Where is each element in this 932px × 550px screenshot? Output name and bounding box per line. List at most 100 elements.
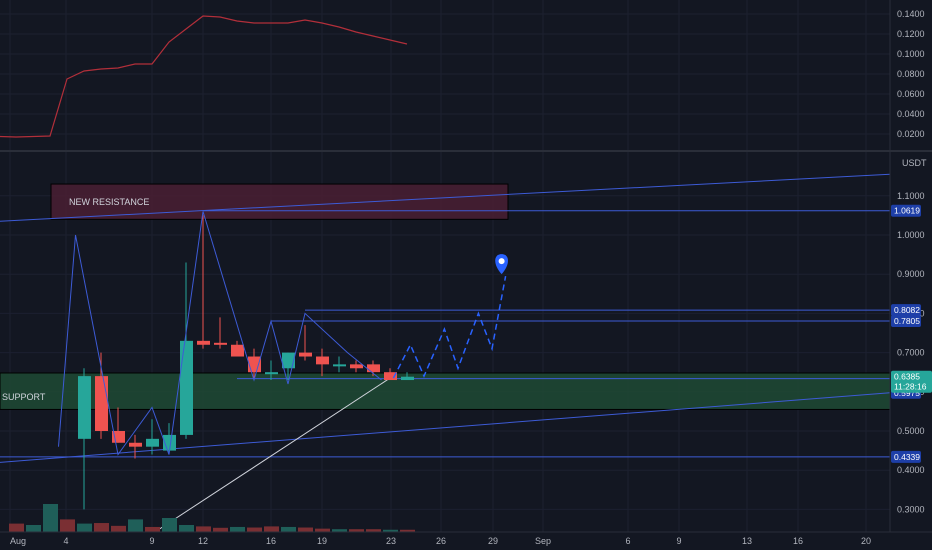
x-tick: 13 xyxy=(742,536,752,546)
x-tick: 20 xyxy=(861,536,871,546)
indicator-line xyxy=(0,15,408,138)
indicator-y-tick: 0.0800 xyxy=(897,69,925,79)
upper-trendline xyxy=(0,173,891,222)
zigzag-line xyxy=(58,211,382,456)
price-y-tick: 1.0000 xyxy=(897,230,925,240)
current-price-badge xyxy=(891,370,932,393)
candle-body xyxy=(112,431,125,443)
lower-trendline xyxy=(0,392,891,463)
candle-body xyxy=(214,342,227,345)
projection-marker-dot xyxy=(498,258,505,265)
level-badge-text: 0.4339 xyxy=(894,452,920,462)
currency-label: USDT xyxy=(902,158,927,168)
volume-bar xyxy=(60,519,75,532)
horizontal-levels xyxy=(0,210,890,458)
price-y-tick: 0.3000 xyxy=(897,504,925,514)
x-tick: Aug xyxy=(10,536,26,546)
candle-body xyxy=(197,340,210,345)
x-tick: 6 xyxy=(625,536,630,546)
x-tick: 9 xyxy=(149,536,154,546)
volume-bar xyxy=(264,526,279,532)
x-tick: 23 xyxy=(386,536,396,546)
current-price-text: 0.6385 xyxy=(894,372,920,382)
volume-bar xyxy=(111,525,126,532)
level-badge-text: 1.0619 xyxy=(894,206,920,216)
candle-body xyxy=(316,356,329,365)
volume-bar xyxy=(213,527,228,532)
indicator-y-tick: 0.0200 xyxy=(897,129,925,139)
price-y-tick: 1.1000 xyxy=(897,191,925,201)
indicator-y-tick: 0.1000 xyxy=(897,49,925,59)
x-tick: 12 xyxy=(198,536,208,546)
indicator-y-tick: 0.1200 xyxy=(897,29,925,39)
volume-bar xyxy=(315,528,330,532)
grid xyxy=(0,0,932,532)
candle-body xyxy=(367,364,380,373)
candle-body xyxy=(333,364,346,367)
volume-bar xyxy=(128,519,143,532)
volume-bar xyxy=(400,529,415,532)
indicator-y-tick: 0.1400 xyxy=(897,9,925,19)
level-badge-text: 0.5975 xyxy=(894,388,920,398)
x-tick: 9 xyxy=(676,536,681,546)
candle-body xyxy=(299,352,312,357)
level-badge xyxy=(891,315,921,328)
price-y-tick: 0.5000 xyxy=(897,426,925,436)
x-tick: 16 xyxy=(793,536,803,546)
volume-bar xyxy=(298,527,313,532)
volume-bar xyxy=(77,523,92,532)
volume-bar xyxy=(349,529,364,532)
volume-bar xyxy=(332,529,347,532)
x-tick: Sep xyxy=(535,536,551,546)
indicator-y-tick: 0.0600 xyxy=(897,89,925,99)
volume-bar xyxy=(281,526,296,532)
candle-body xyxy=(265,372,278,375)
level-badge xyxy=(891,204,921,217)
volume-bar xyxy=(26,525,41,532)
level-badge-text: 0.8082 xyxy=(894,305,920,315)
candle-body xyxy=(401,376,414,381)
zigzag-pattern xyxy=(58,211,382,456)
x-tick: 4 xyxy=(63,536,68,546)
indicator-polyline xyxy=(0,15,408,138)
x-tick: 29 xyxy=(488,536,498,546)
x-tick: 19 xyxy=(317,536,327,546)
candle-body xyxy=(180,340,193,435)
projection-line xyxy=(392,276,507,379)
volume-bar xyxy=(145,526,160,532)
support-zone-label: SUPPORT xyxy=(2,392,46,402)
price-y-tick: 0.7000 xyxy=(897,348,925,358)
trendlines xyxy=(0,173,891,531)
candle-body xyxy=(78,376,91,439)
candle-body xyxy=(95,376,108,431)
volume-bar xyxy=(94,523,109,532)
candle-body xyxy=(282,352,295,369)
volume-bar xyxy=(43,504,58,532)
level-badge xyxy=(891,450,921,463)
price-badges: 1.06190.80820.78050.63350.59750.43390.63… xyxy=(891,204,932,463)
candle-body xyxy=(384,372,397,381)
x-tick: 26 xyxy=(436,536,446,546)
volume-bar xyxy=(366,529,381,532)
x-tick: 16 xyxy=(266,536,276,546)
candle-body xyxy=(146,438,159,447)
volume-bar xyxy=(247,527,262,532)
volume-bar xyxy=(179,525,194,532)
indicator-y-tick: 0.0400 xyxy=(897,109,925,119)
price-y-tick: 0.4000 xyxy=(897,465,925,475)
candle-body xyxy=(231,344,244,357)
level-badge-text: 0.7805 xyxy=(894,316,920,326)
projection-path xyxy=(392,254,508,379)
white-trendline xyxy=(157,377,391,531)
candle-body xyxy=(129,442,142,447)
volume-bar xyxy=(196,526,211,532)
price-y-tick: 0.9000 xyxy=(897,269,925,279)
level-badge xyxy=(891,304,921,317)
candles xyxy=(78,215,414,510)
countdown-text: 11:28:16 xyxy=(894,382,927,392)
volume-bar xyxy=(9,523,24,532)
volume-bars xyxy=(9,504,415,532)
volume-bar xyxy=(162,518,177,532)
